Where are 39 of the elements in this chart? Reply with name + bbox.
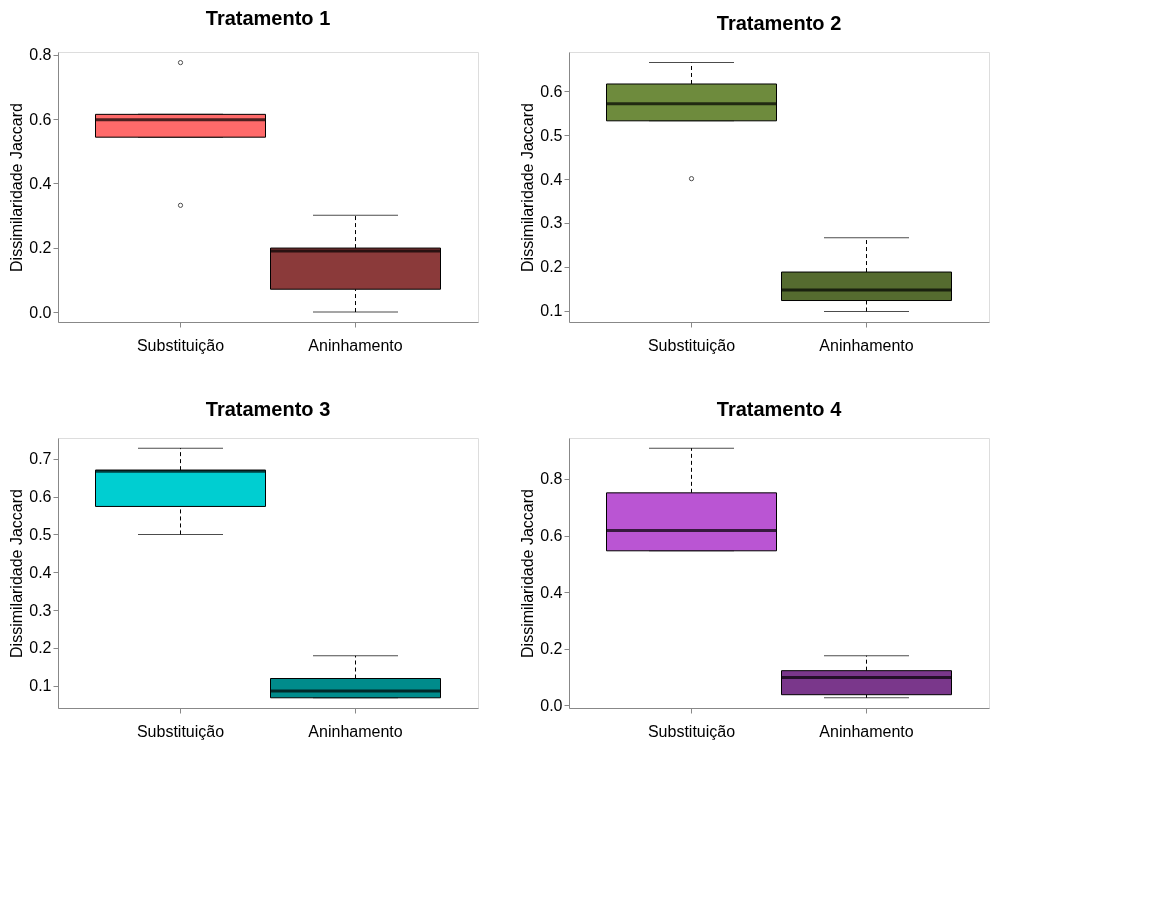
x-tick-label: Aninhamento — [308, 336, 403, 354]
y-tick-label: 0.3 — [540, 214, 563, 232]
y-tick-label: 0.0 — [29, 303, 52, 321]
y-tick-label: 0.8 — [29, 46, 52, 64]
y-tick-label: 0.6 — [540, 527, 563, 545]
y-tick-label: 0.6 — [29, 110, 52, 128]
x-tick-label: Aninhamento — [819, 336, 914, 354]
y-tick-label: 0.2 — [540, 258, 563, 276]
y-tick-label: 0.5 — [540, 126, 563, 144]
x-tick-label: Aninhamento — [819, 722, 914, 740]
y-tick-label: 0.3 — [29, 601, 52, 619]
x-tick-label: Aninhamento — [308, 722, 403, 740]
chart-title: Tratamento 1 — [205, 6, 331, 29]
y-tick-label: 0.5 — [29, 525, 52, 543]
x-tick-label: Substituição — [647, 336, 736, 354]
chart-title: Tratamento 3 — [205, 398, 331, 420]
x-tick-label: Substituição — [136, 722, 225, 740]
y-tick-label: 0.2 — [540, 640, 563, 658]
y-tick-label: 0.7 — [29, 450, 52, 468]
y-tick-label: 0.2 — [29, 639, 52, 657]
chart-title: Tratamento 2 — [716, 12, 842, 34]
y-axis-title: Dissimilaridade Jaccard — [8, 103, 26, 272]
y-axis-title: Dissimilaridade Jaccard — [519, 103, 537, 272]
x-tick-label: Substituição — [136, 336, 225, 354]
y-tick-label: 0.4 — [29, 174, 52, 192]
y-tick-label: 0.1 — [540, 302, 563, 320]
chart-title: Tratamento 4 — [716, 398, 843, 420]
y-tick-label: 0.6 — [29, 488, 52, 506]
y-tick-label: 0.4 — [29, 563, 52, 581]
y-axis-title: Dissimilaridade Jaccard — [519, 489, 537, 658]
y-tick-label: 0.1 — [29, 677, 52, 695]
y-tick-label: 0.4 — [540, 170, 563, 188]
y-tick-label: 0.0 — [540, 696, 563, 714]
x-tick-label: Substituição — [647, 722, 736, 740]
y-tick-label: 0.6 — [540, 82, 563, 100]
y-tick-label: 0.4 — [540, 583, 563, 601]
y-axis-title: Dissimilaridade Jaccard — [8, 489, 26, 658]
y-tick-label: 0.8 — [540, 470, 563, 488]
y-tick-label: 0.2 — [29, 239, 52, 257]
